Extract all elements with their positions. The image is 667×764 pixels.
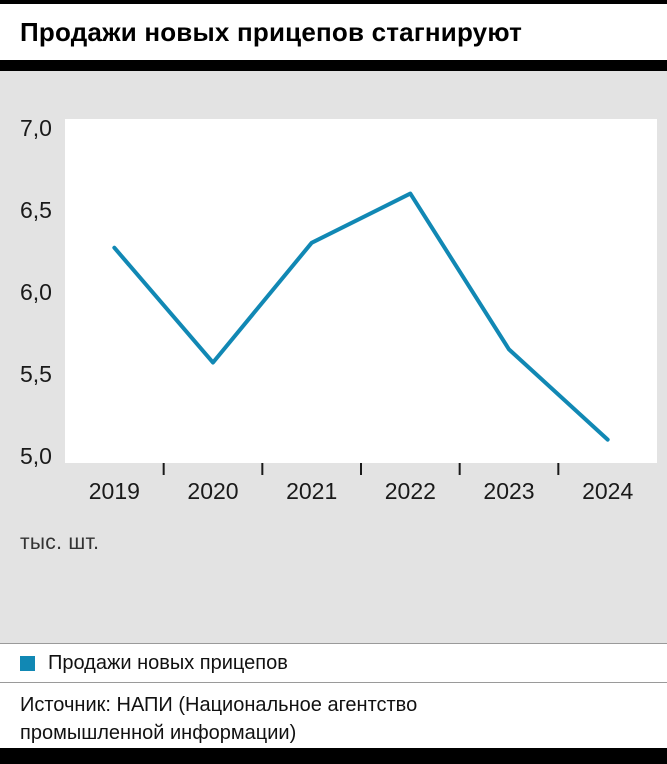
sales-line-chart: 5,0 5,5 6,0 6,5 7,0 2019 2020 2021 2022 2023 2024 xyxy=(20,115,657,504)
top-rule xyxy=(0,0,667,4)
legend-label: Продажи новых прицепов xyxy=(48,651,288,674)
bottom-bar xyxy=(0,748,667,764)
legend-swatch-icon xyxy=(20,655,35,671)
header: Продажи новых прицепов стагнируют xyxy=(0,4,667,60)
svg-text:2024: 2024 xyxy=(582,478,633,504)
svg-text:6,5: 6,5 xyxy=(20,197,52,223)
source-line-1: Источник: НАПИ (Национальное агентство xyxy=(20,694,418,716)
svg-text:5,0: 5,0 xyxy=(20,443,52,469)
svg-text:2022: 2022 xyxy=(385,478,436,504)
svg-text:2019: 2019 xyxy=(89,478,140,504)
legend: Продажи новых прицепов xyxy=(0,643,667,683)
svg-text:6,0: 6,0 xyxy=(20,279,52,305)
svg-text:5,5: 5,5 xyxy=(20,361,52,387)
page-title: Продажи новых прицепов стагнируют xyxy=(20,16,523,47)
chart-area: 5,0 5,5 6,0 6,5 7,0 2019 2020 2021 2022 2023 2024 … xyxy=(0,71,667,643)
svg-text:7,0: 7,0 xyxy=(20,115,52,141)
unit-label: тыс. шт. xyxy=(20,531,100,554)
svg-text:2021: 2021 xyxy=(286,478,337,504)
svg-text:2023: 2023 xyxy=(483,478,534,504)
svg-text:2020: 2020 xyxy=(187,478,238,504)
source-note: Источник: НАПИ (Национальное агентство п… xyxy=(0,683,667,748)
title-underline-bar xyxy=(0,60,667,71)
source-line-2: промышленной информации) xyxy=(20,722,297,744)
